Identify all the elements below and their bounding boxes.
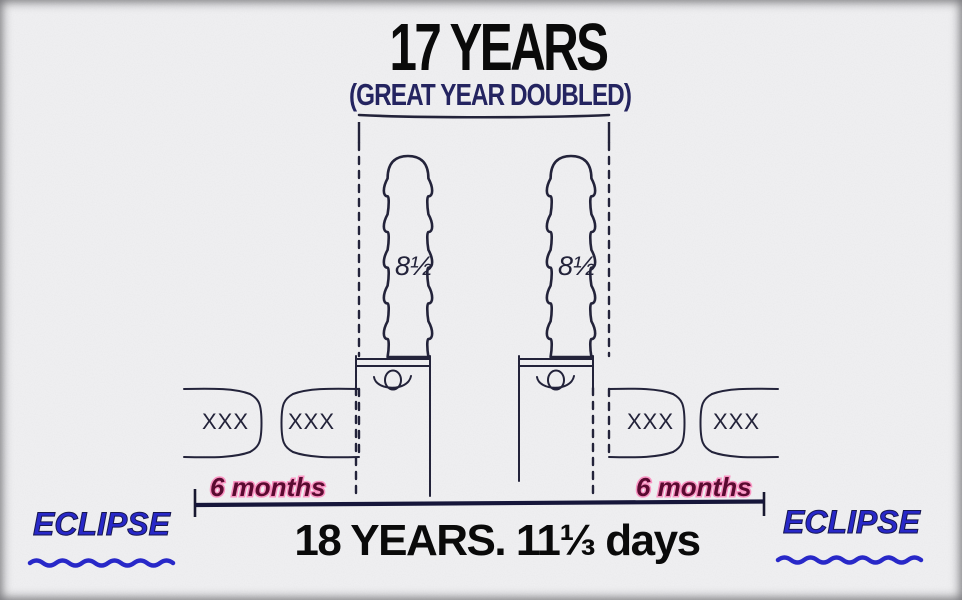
svg-text:ECLIPSE: ECLIPSE	[33, 506, 172, 542]
svg-text:XXX: XXX	[202, 409, 249, 434]
svg-text:6 months: 6 months	[210, 472, 326, 502]
svg-text:6 months: 6 months	[636, 472, 752, 502]
svg-text:18 YEARS. 11⅓ days: 18 YEARS. 11⅓ days	[294, 516, 699, 565]
svg-text:8½: 8½	[395, 251, 433, 281]
svg-text:17 YEARS: 17 YEARS	[389, 11, 607, 85]
svg-text:XXX: XXX	[713, 409, 760, 434]
svg-text:XXX: XXX	[288, 409, 335, 434]
svg-text:(GREAT YEAR DOUBLED): (GREAT YEAR DOUBLED)	[349, 77, 631, 111]
svg-text:XXX: XXX	[627, 409, 674, 434]
svg-text:8½: 8½	[558, 251, 596, 281]
svg-text:ECLIPSE: ECLIPSE	[783, 504, 922, 540]
